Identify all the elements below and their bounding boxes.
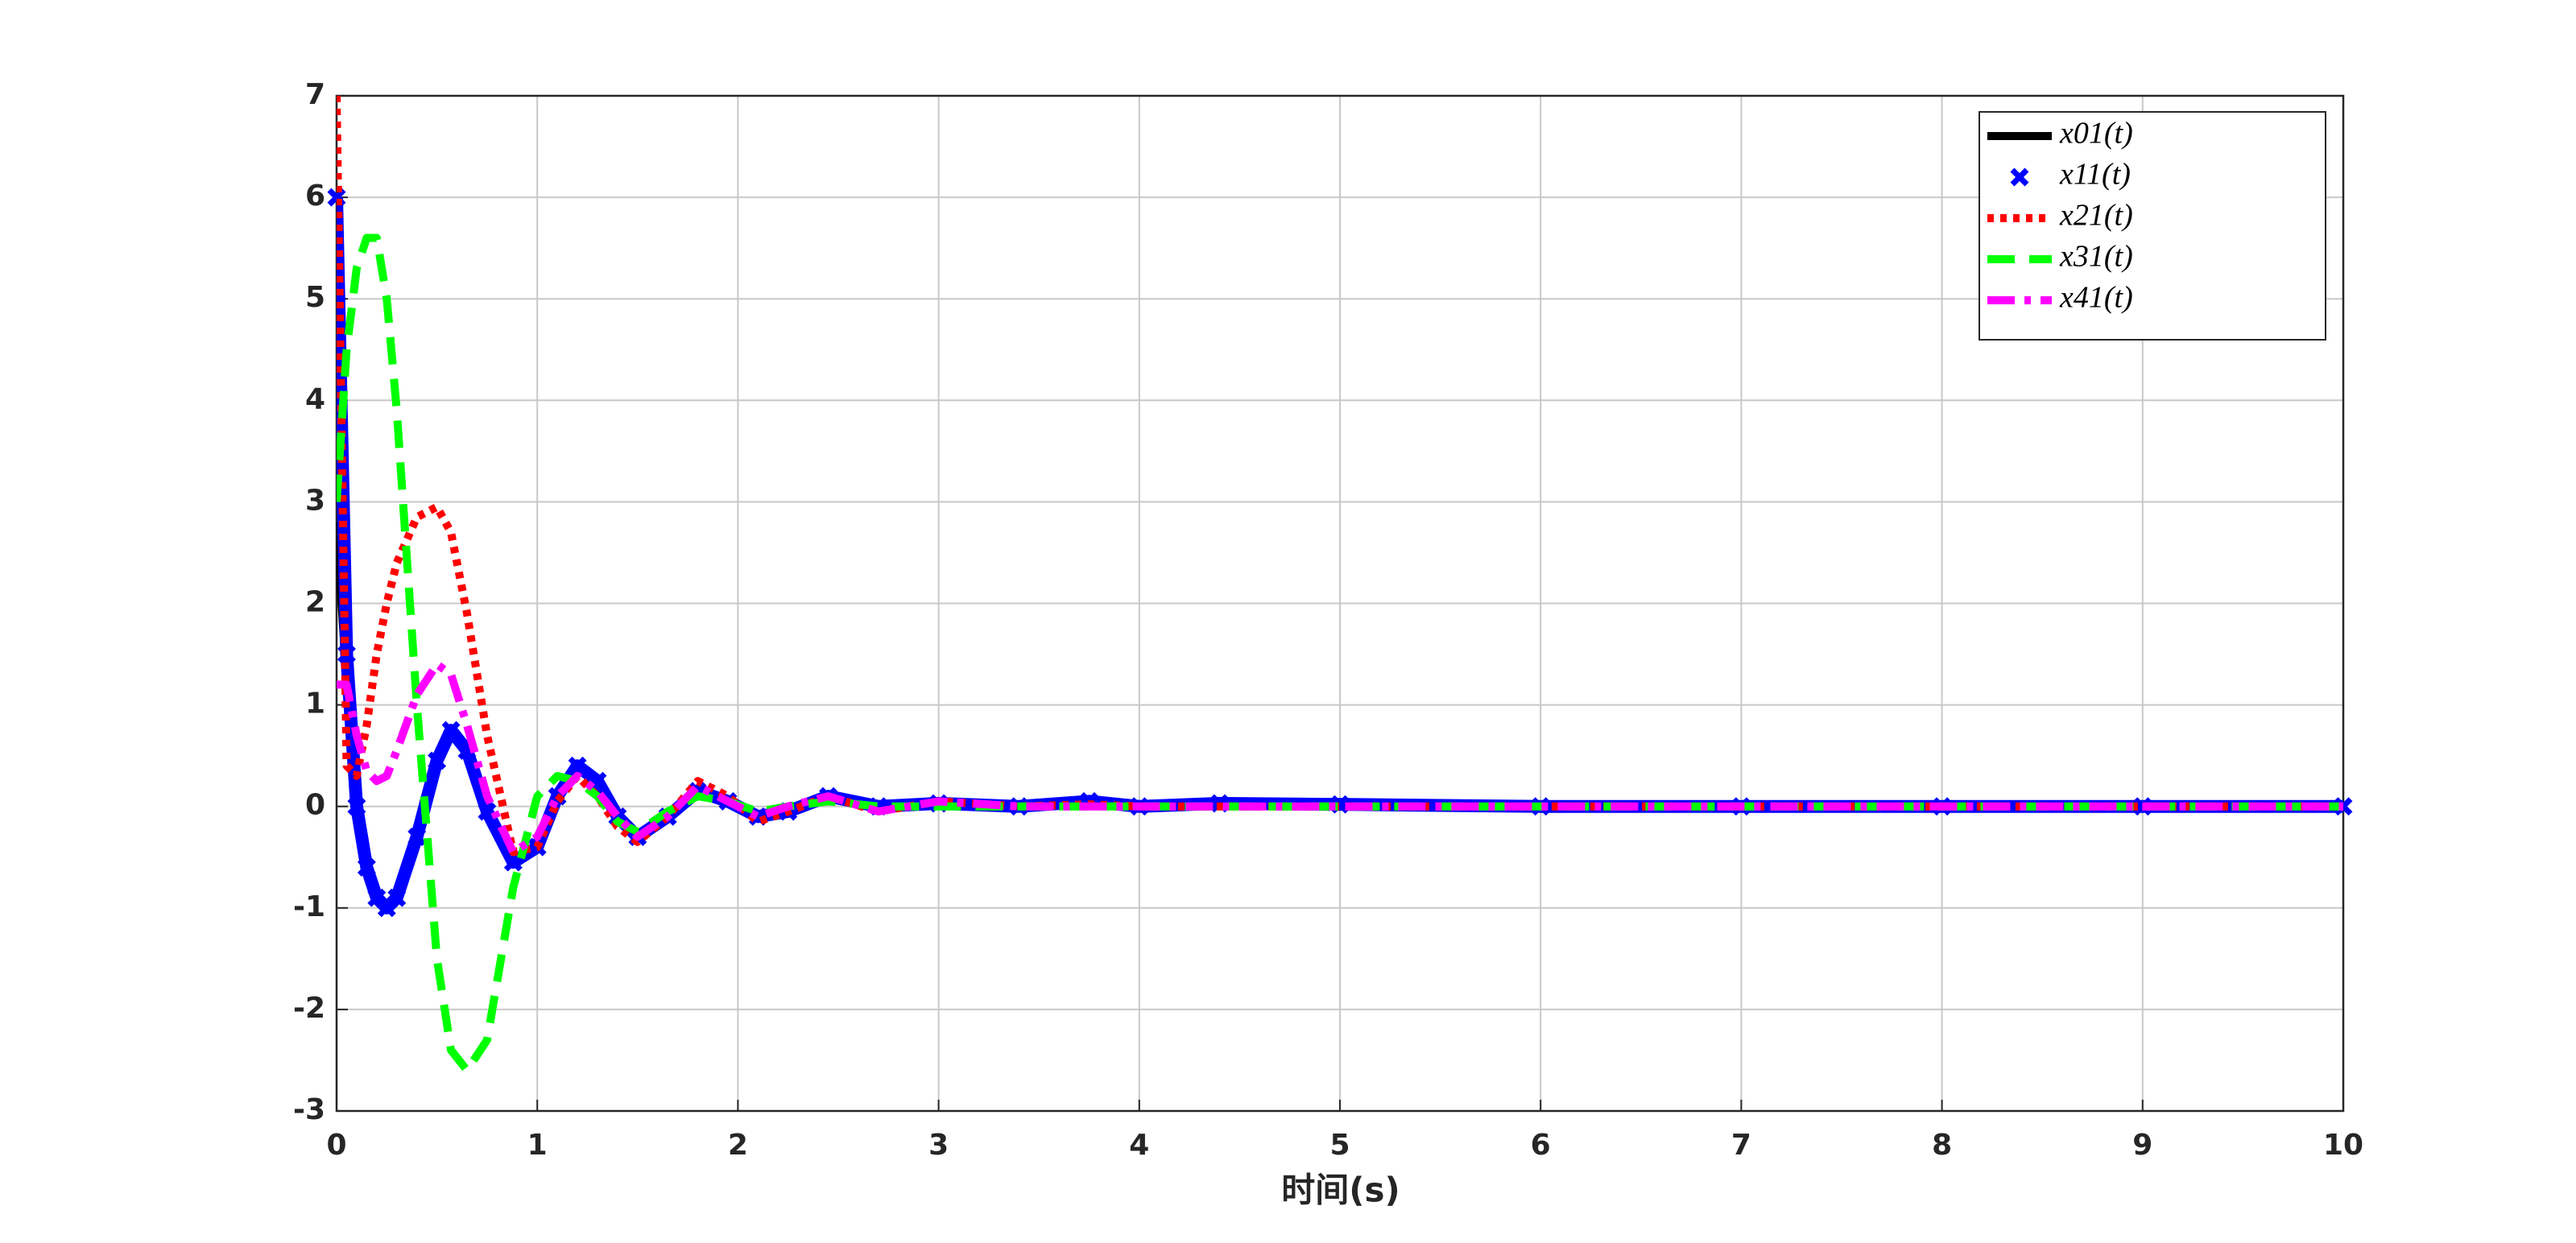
series-line — [337, 660, 2343, 857]
y-tick-label: 3 — [305, 484, 325, 517]
x-tick-label: 3 — [928, 1129, 949, 1162]
x-tick-label: 9 — [2132, 1129, 2152, 1162]
y-tick-label: 5 — [305, 281, 325, 314]
legend-label: x21(t) — [2059, 199, 2133, 233]
x-tick-label: 5 — [1329, 1129, 1350, 1162]
marker — [441, 721, 461, 740]
marker — [2010, 167, 2029, 187]
x-tick-label: 1 — [527, 1129, 548, 1162]
legend-label: x11(t) — [2059, 158, 2131, 192]
x-tick-label: 2 — [728, 1129, 748, 1162]
x-tick-label: 6 — [1531, 1129, 1551, 1162]
marker — [568, 756, 587, 775]
y-tick-label: 6 — [305, 180, 325, 213]
marker — [387, 888, 407, 907]
marker — [357, 857, 376, 877]
marker — [407, 828, 427, 847]
legend-box — [1979, 111, 2326, 341]
series-line — [337, 95, 2343, 857]
y-tick-label: 7 — [305, 78, 325, 111]
x-tick-label: 4 — [1129, 1129, 1149, 1162]
y-tick-label: 2 — [305, 586, 325, 619]
x-tick-label: 0 — [326, 1129, 346, 1162]
legend-label: x01(t) — [2059, 117, 2133, 151]
x-tick-label: 10 — [2323, 1129, 2363, 1162]
legend-label: x41(t) — [2059, 281, 2133, 315]
marker — [478, 802, 497, 821]
y-tick-label: 1 — [305, 688, 325, 721]
y-tick-label: -1 — [293, 890, 325, 923]
y-tick-label: -3 — [293, 1093, 325, 1126]
axes-box — [335, 94, 2345, 1113]
legend-label: x31(t) — [2059, 240, 2133, 274]
y-tick-label: 4 — [305, 382, 325, 415]
marker — [347, 797, 366, 816]
x-tick-label: 8 — [1932, 1129, 1952, 1162]
x-axis-label: 时间(s) — [1281, 1171, 1400, 1210]
y-tick-label: -2 — [293, 992, 325, 1025]
marker — [428, 751, 447, 770]
x-tick-label: 7 — [1731, 1129, 1751, 1162]
y-tick-label: 0 — [305, 789, 325, 822]
